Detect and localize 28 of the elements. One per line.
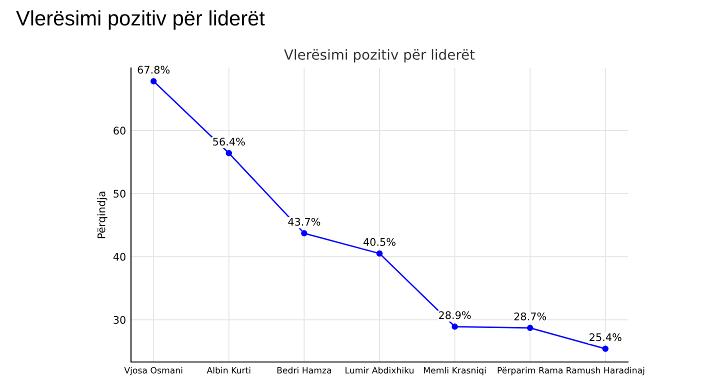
- point: [226, 150, 232, 156]
- x-tick-label: Ramush Haradinaj: [566, 366, 644, 376]
- x-tick-label: Albin Kurti: [206, 366, 250, 374]
- data-label: 67.8%: [138, 66, 170, 74]
- x-tick-label: Vjosa Osmani: [124, 366, 182, 376]
- data-label: 40.5%: [363, 238, 396, 246]
- data-label: 56.4%: [213, 138, 245, 146]
- y-tick-label: 30: [114, 316, 126, 324]
- chart-subtitle: Vlerësimi pozitiv për liderët: [284, 49, 475, 63]
- chart-title: Vlerësimi pozitiv për liderët: [16, 10, 265, 30]
- point: [452, 324, 458, 330]
- data-label: 28.9%: [439, 311, 471, 320]
- y-tick-label: 60: [114, 126, 126, 135]
- point: [301, 230, 308, 236]
- y-tick-label: 40: [113, 252, 126, 261]
- x-tick-label: Përparim Rama: [498, 366, 562, 376]
- data-label: 43.7%: [288, 218, 320, 226]
- y-tick-label: 50: [114, 190, 126, 198]
- point: [526, 324, 534, 332]
- point: [376, 250, 383, 257]
- data-label: 25.4%: [590, 333, 622, 342]
- x-tick-label: Memli Krasniqi: [424, 366, 486, 376]
- x-tick-label: Lumir Abdixhiku: [346, 366, 414, 374]
- data-label: 28.7%: [514, 312, 546, 320]
- x-tick-label: Bedri Hamza: [277, 366, 332, 374]
- y-axis-title: Përqindja: [97, 192, 108, 238]
- point: [602, 346, 609, 352]
- point: [150, 78, 157, 84]
